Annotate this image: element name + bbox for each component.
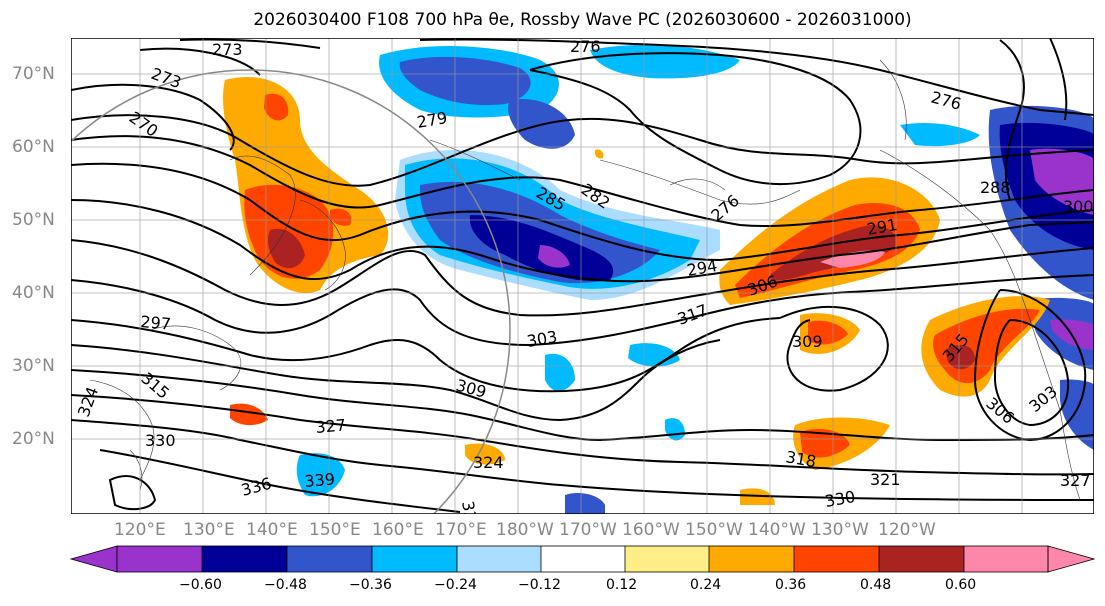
colorbar-segment — [794, 546, 879, 572]
contour-label: 327 — [315, 415, 347, 437]
colorbar-tick: −0.48 — [264, 577, 307, 593]
colorbar-tick: 0.36 — [775, 577, 807, 593]
lon-label: 150°E — [309, 520, 361, 540]
colorbar-segment — [879, 546, 964, 572]
lat-label: 50°N — [12, 210, 55, 230]
colorbar-tick: −0.60 — [179, 577, 222, 593]
colorbar-segment — [625, 546, 709, 572]
colorbar-segment — [287, 546, 372, 572]
lon-label: 130°E — [183, 520, 235, 540]
contour-label: 33 — [458, 499, 480, 522]
contour-label: 327 — [1060, 471, 1091, 490]
colorbar-extend-low — [69, 545, 118, 573]
colorbar-tick: 0.12 — [606, 577, 638, 593]
contour-label: 276 — [570, 37, 601, 56]
colorbar-segment — [709, 546, 794, 572]
lat-label: 60°N — [12, 137, 55, 157]
colorbar-tick: −0.24 — [434, 577, 477, 593]
lat-label: 40°N — [12, 283, 55, 303]
coastlines — [89, 59, 1081, 501]
lon-label: 170°W — [559, 520, 617, 540]
colorbar-tick: 0.60 — [945, 577, 977, 593]
theta-e-contours — [71, 38, 1094, 513]
colorbar-tick: −0.12 — [518, 577, 561, 593]
contour-label: 321 — [870, 470, 901, 489]
lon-label: 140°E — [246, 520, 298, 540]
contour-label: 288 — [980, 178, 1011, 197]
lat-label: 20°N — [12, 429, 55, 449]
colorbar-tick: 0.48 — [860, 577, 892, 593]
great-circle-guide — [71, 69, 511, 514]
colorbar — [69, 545, 1096, 573]
lon-label: 120°W — [878, 520, 936, 540]
map-area: 273 273 270 276 276 279 282 285 276 288 … — [71, 37, 1094, 522]
graticule — [71, 38, 1094, 514]
colorbar-tick: 0.24 — [690, 577, 722, 593]
colorbar-segment — [457, 546, 541, 572]
contour-label: 273 — [212, 40, 243, 59]
lon-label: 130°W — [811, 520, 869, 540]
lon-label: 160°E — [372, 520, 424, 540]
contour-label: 330 — [145, 431, 176, 450]
colorbar-tick: −0.36 — [349, 577, 392, 593]
contour-label: 300 — [1063, 197, 1094, 216]
colorbar-extend-high — [1047, 545, 1096, 573]
lon-label: 120°E — [114, 520, 166, 540]
lat-label: 70°N — [12, 64, 55, 84]
colorbar-segment — [117, 546, 202, 572]
colorbar-segment — [202, 546, 287, 572]
colorbar-segment — [964, 546, 1048, 572]
lat-label: 30°N — [12, 356, 55, 376]
contour-label: 339 — [304, 469, 336, 491]
contour-label: 324 — [473, 453, 504, 472]
colorbar-segment — [541, 546, 625, 572]
contour-label: 309 — [792, 332, 823, 351]
colorbar-segment — [372, 546, 457, 572]
lon-label: 140°W — [748, 520, 806, 540]
lon-label: 160°W — [622, 520, 680, 540]
contour-label: 297 — [140, 312, 172, 334]
lon-label: 150°W — [685, 520, 743, 540]
map-title: 2026030400 F108 700 hPa θe, Rossby Wave … — [253, 10, 912, 30]
lon-label: 180°W — [496, 520, 554, 540]
lon-label: 170°E — [435, 520, 487, 540]
